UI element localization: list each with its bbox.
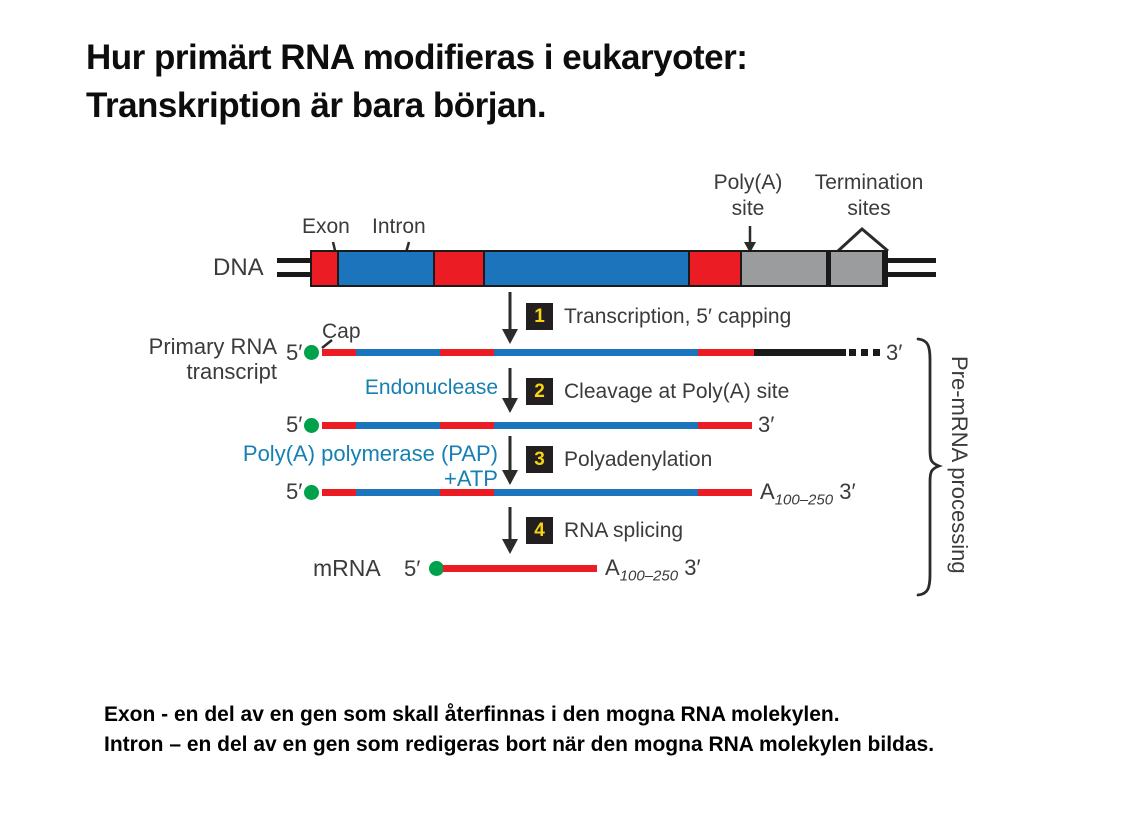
definitions-text: Exon - en del av en gen som skall återfi… (104, 700, 934, 760)
three-prime-label: 3′ (758, 412, 775, 437)
segment-divider (688, 252, 690, 285)
endonuclease-label: Endonuclease (364, 376, 498, 399)
rna-exon-segment (698, 349, 754, 356)
downstream-segment (831, 252, 882, 285)
polya-tail-label: A100–250 3′ (760, 479, 856, 509)
dna-gene-bar (310, 250, 888, 287)
step3-arrow (502, 436, 518, 485)
step1-badge: 1 (526, 303, 553, 330)
intron-segment (485, 252, 688, 285)
exon-definition: Exon - en del av en gen som skall återfi… (104, 703, 840, 726)
five-prime-label: 5′ (286, 479, 303, 504)
pre-mrna-processing-label: Pre-mRNA processing (947, 356, 972, 574)
termination-site-bar (826, 252, 831, 285)
polya-site-arrow (744, 226, 756, 253)
rna-intron-segment (356, 349, 440, 356)
step2-badge: 2 (526, 378, 553, 405)
rna-exon-segment (322, 489, 356, 496)
five-prime-label: 5′ (286, 340, 303, 365)
dna-strand-line (277, 258, 310, 263)
rna-exon-segment (322, 422, 356, 429)
rna-intron-segment (494, 422, 698, 429)
mrna-label: mRNA (313, 555, 381, 581)
polya-tail-label: A100–250 3′ (605, 555, 701, 585)
rna-exon-segment (440, 422, 494, 429)
cap-label: Cap (322, 320, 361, 343)
primary-rna-transcript-label: Primary RNA transcript (148, 334, 277, 384)
slide-title: Hur primärt RNA modifieras i eukaryoter:… (86, 34, 748, 130)
termination-sites-roof (836, 227, 889, 253)
rna-downstream-segment (754, 349, 846, 356)
slide-title-line2: Transkription är bara början. (86, 86, 547, 125)
segment-divider (483, 252, 485, 285)
step4-badge: 4 (526, 517, 553, 544)
mrna-exon-segment (443, 565, 597, 572)
polya-site-label: Poly(A) site (713, 171, 783, 220)
step3-label: Polyadenylation (564, 448, 713, 471)
pre-mrna-processing-brace (916, 337, 943, 597)
rna-exon-segment (322, 349, 356, 356)
intron-label: Intron (372, 215, 426, 238)
rna-intron-segment (356, 422, 440, 429)
dna-label: DNA (213, 254, 264, 281)
exon-label: Exon (302, 215, 350, 238)
step2-label: Cleavage at Poly(A) site (564, 380, 790, 403)
downstream-segment (742, 252, 826, 285)
segment-divider (337, 252, 339, 285)
dna-strand-line (886, 258, 936, 263)
slide-title-line1: Hur primärt RNA modifieras i eukaryoter: (86, 38, 748, 77)
segment-divider (433, 252, 435, 285)
rna-exon-segment (698, 489, 752, 496)
cap-pointer-line (321, 339, 333, 349)
pap-atp-label: Poly(A) polymerase (PAP) +ATP (242, 441, 498, 491)
rna-intron-segment (356, 489, 440, 496)
three-prime-label: 3′ (886, 340, 903, 365)
dna-strand-line (886, 272, 936, 277)
five-prime-label: 5′ (404, 556, 421, 581)
step1-label: Transcription, 5′ capping (564, 305, 792, 328)
five-prime-cap-dot (304, 418, 319, 433)
rna-exon-segment (440, 349, 494, 356)
termination-site-bar (882, 252, 886, 285)
rna-exon-segment (440, 489, 494, 496)
five-prime-label: 5′ (286, 412, 303, 437)
exon-segment (690, 252, 740, 285)
five-prime-cap-dot (304, 345, 319, 360)
exon-segment (435, 252, 483, 285)
termination-sites-label: Termination sites (814, 171, 924, 220)
five-prime-cap-dot (429, 561, 444, 576)
five-prime-cap-dot (304, 485, 319, 500)
intron-segment (339, 252, 433, 285)
step4-label: RNA splicing (564, 519, 684, 542)
rna-intron-segment (494, 489, 698, 496)
intron-definition: Intron – en del av en gen som redigeras … (104, 733, 935, 756)
step3-badge: 3 (526, 446, 553, 473)
segment-divider (740, 252, 742, 285)
rna-exon-segment (698, 422, 752, 429)
step4-arrow (502, 507, 518, 554)
step1-arrow (502, 292, 518, 344)
dna-strand-line (277, 272, 310, 277)
step2-arrow (502, 368, 518, 413)
rna-intron-segment (494, 349, 698, 356)
exon-segment (312, 252, 337, 285)
